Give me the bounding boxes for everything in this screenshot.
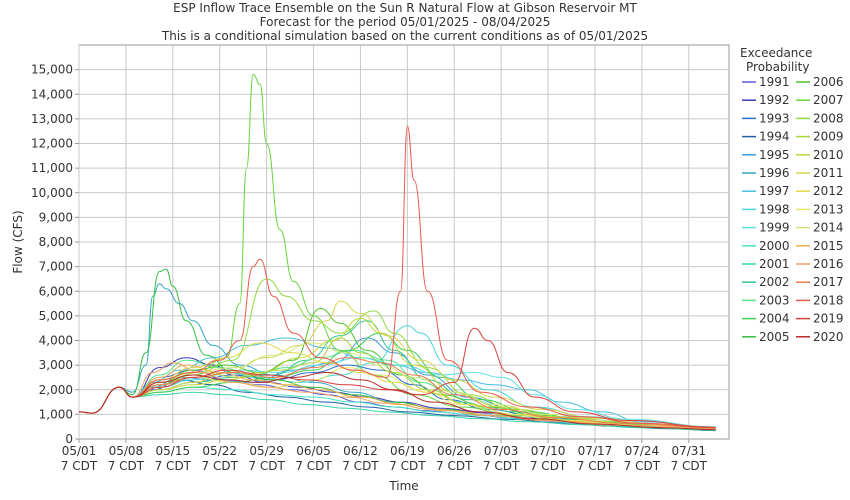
legend-item-label: 1992: [759, 93, 790, 107]
legend-item-label: 2006: [813, 75, 844, 89]
legend-item-label: 2010: [813, 148, 844, 162]
y-axis: 0 1,000 2,000 3,000 4,000 5,000 6,000 7,000 8,00…: [31, 63, 79, 446]
legend-item-label: 2002: [759, 275, 790, 289]
x-tick-label: 06/12: [343, 444, 378, 458]
legend-item-label: 2012: [813, 184, 844, 198]
y-tick-label: 5,000: [39, 309, 73, 323]
y-tick-label: 3,000: [39, 358, 73, 372]
series-line-2018: [78, 125, 716, 429]
legend-item-label: 1999: [759, 221, 790, 235]
series-lines: [78, 73, 716, 432]
x-tick-label: 05/15: [156, 444, 191, 458]
y-tick-label: 9,000: [39, 210, 73, 224]
legend-item-label: 1998: [759, 202, 790, 216]
chart-title-line-3: This is a conditional simulation based o…: [161, 29, 648, 43]
legend-item-label: 2005: [759, 330, 790, 344]
x-tick-sublabel: 7 CDT: [202, 459, 239, 473]
x-tick-label: 05/01: [62, 444, 97, 458]
x-tick-sublabel: 7 CDT: [483, 459, 520, 473]
legend-item-label: 1993: [759, 111, 790, 125]
y-tick-label: 6,000: [39, 284, 73, 298]
legend-item-label: 1991: [759, 75, 790, 89]
legend-item-label: 2003: [759, 293, 790, 307]
x-tick-label: 06/26: [437, 444, 472, 458]
x-tick-sublabel: 7 CDT: [436, 459, 473, 473]
x-tick-sublabel: 7 CDT: [530, 459, 567, 473]
legend-item-label: 2016: [813, 257, 844, 271]
legend-title-line-1: Exceedance: [740, 46, 812, 60]
chart-title-line-1: ESP Inflow Trace Ensemble on the Sun R N…: [173, 1, 637, 15]
legend-title-line-2: Probability: [746, 60, 809, 74]
chart-title-line-2: Forecast for the period 05/01/2025 - 08/…: [260, 15, 551, 29]
y-axis-label: Flow (CFS): [11, 210, 25, 273]
x-tick-sublabel: 7 CDT: [248, 459, 285, 473]
legend-item-label: 2020: [813, 330, 844, 344]
x-tick-sublabel: 7 CDT: [342, 459, 379, 473]
x-tick-label: 05/22: [202, 444, 237, 458]
legend-item-label: 2015: [813, 239, 844, 253]
y-tick-label: 15,000: [31, 63, 73, 77]
legend-item-label: 2019: [813, 312, 844, 326]
legend-item-label: 1996: [759, 166, 790, 180]
y-tick-label: 0: [65, 432, 73, 446]
x-tick-label: 07/17: [578, 444, 613, 458]
legend-item-label: 2009: [813, 130, 844, 144]
x-tick-sublabel: 7 CDT: [108, 459, 145, 473]
y-tick-label: 1,000: [39, 407, 73, 421]
legend-item-label: 2017: [813, 275, 844, 289]
x-tick-sublabel: 7 CDT: [671, 459, 708, 473]
x-tick-label: 07/31: [671, 444, 706, 458]
legend-item-label: 2004: [759, 312, 790, 326]
x-tick-label: 06/05: [296, 444, 331, 458]
x-tick-sublabel: 7 CDT: [624, 459, 661, 473]
legend-item-label: 2018: [813, 293, 844, 307]
x-tick-label: 07/03: [484, 444, 519, 458]
legend-item-label: 2011: [813, 166, 844, 180]
y-tick-label: 10,000: [31, 186, 73, 200]
legend-item-label: 1995: [759, 148, 790, 162]
y-tick-label: 2,000: [39, 383, 73, 397]
x-tick-sublabel: 7 CDT: [155, 459, 192, 473]
series-line-2020: [78, 371, 716, 431]
y-tick-label: 13,000: [31, 112, 73, 126]
y-tick-label: 4,000: [39, 334, 73, 348]
y-tick-label: 7,000: [39, 260, 73, 274]
y-tick-label: 14,000: [31, 87, 73, 101]
y-tick-label: 11,000: [31, 161, 73, 175]
legend-item-label: 2000: [759, 239, 790, 253]
x-axis-label: Time: [388, 479, 418, 493]
x-tick-label: 05/29: [249, 444, 284, 458]
x-tick-label: 05/08: [109, 444, 144, 458]
legend-item-label: 2008: [813, 111, 844, 125]
x-tick-sublabel: 7 CDT: [389, 459, 426, 473]
legend-item-label: 2007: [813, 93, 844, 107]
legend-item-label: 1997: [759, 184, 790, 198]
x-tick-label: 07/24: [625, 444, 660, 458]
legend-item-label: 2001: [759, 257, 790, 271]
legend-item-label: 1994: [759, 130, 790, 144]
y-tick-label: 12,000: [31, 137, 73, 151]
x-tick-sublabel: 7 CDT: [577, 459, 614, 473]
legend-item-label: 2013: [813, 202, 844, 216]
x-tick-label: 06/19: [390, 444, 425, 458]
legend: 1991 1992 1993 1994 1995 1996 1997 1998 1999 2000…: [742, 75, 844, 344]
y-tick-label: 8,000: [39, 235, 73, 249]
legend-item-label: 2014: [813, 221, 844, 235]
x-tick-sublabel: 7 CDT: [295, 459, 332, 473]
x-tick-label: 07/10: [531, 444, 566, 458]
x-tick-sublabel: 7 CDT: [61, 459, 98, 473]
